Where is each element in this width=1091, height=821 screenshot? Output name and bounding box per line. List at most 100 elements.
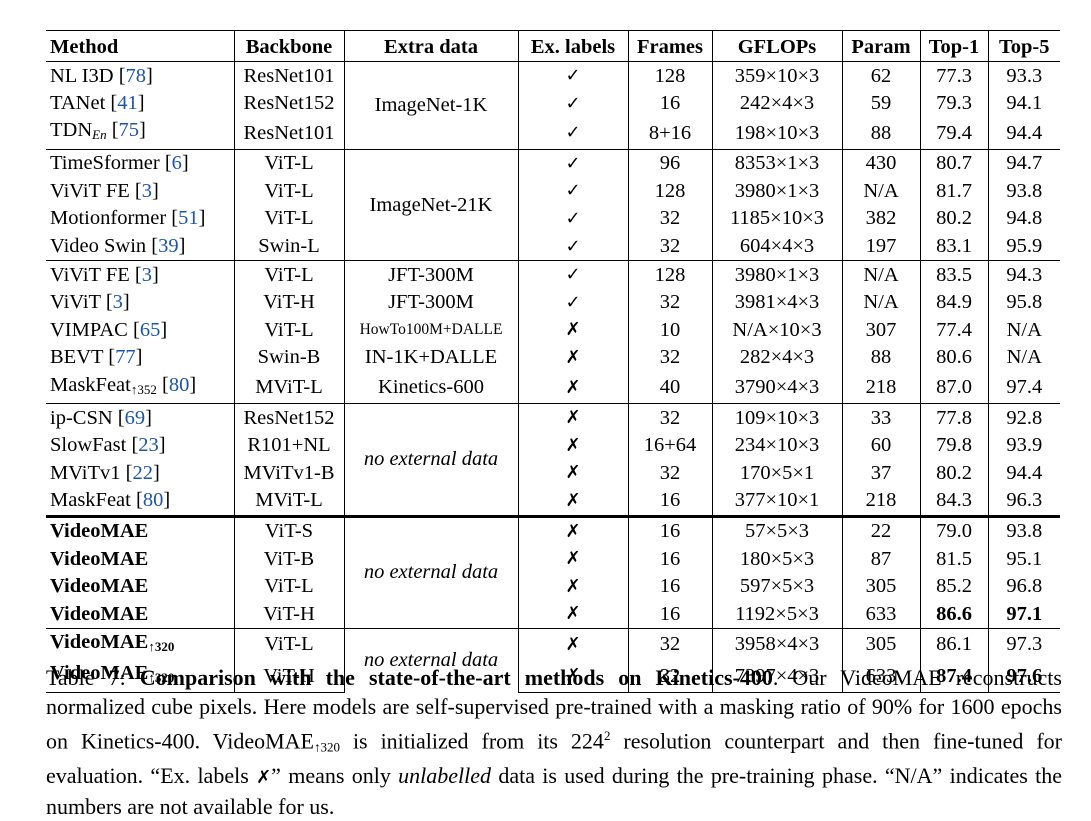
method-name: VIMPAC (50, 318, 128, 341)
method-name: VideoMAE (50, 575, 149, 598)
citation-link[interactable]: 3 (141, 263, 152, 286)
check-mark-glyph: ✓ (565, 65, 581, 86)
citation-link[interactable]: 39 (158, 235, 179, 258)
top1-cell: 79.3 (920, 89, 989, 118)
citation-link[interactable]: 22 (132, 461, 153, 484)
top5-cell: 95.9 (1006, 235, 1043, 258)
backbone-cell: Swin-B (234, 343, 345, 372)
method-name: TDN (50, 119, 93, 142)
cross-mark-icon: ✗ (518, 343, 629, 372)
frames-cell: 16 (628, 89, 713, 118)
method-name: ViViT FE (50, 263, 130, 286)
extra-data-cell: no external data (344, 514, 519, 629)
backbone-cell: Swin-L (234, 232, 345, 261)
table-row: MaskFeat [80] MViT-L ✗ 16 377×10×1 218 84.3 96.… (46, 486, 1060, 516)
backbone-cell: ViT-L (234, 204, 345, 233)
frames-cell: 16 (628, 486, 713, 516)
citation-link[interactable]: 69 (124, 406, 146, 429)
citation-link[interactable]: 3 (112, 291, 123, 314)
citation-link[interactable]: 6 (171, 152, 182, 175)
frames-cell: 128 (628, 61, 713, 90)
check-mark-glyph: ✓ (565, 235, 581, 257)
extra-data-cell: IN-1K+DALLE (344, 343, 519, 372)
top5-cell: 97.6 (988, 660, 1060, 694)
header-gflops: GFLOPs (712, 30, 843, 62)
table-row: VideoMAE ViT-B ✗ 16 180×5×3 87 81.5 95.1 (46, 545, 1060, 573)
method-name: NL I3D (50, 64, 114, 87)
param-cell: 305 (842, 627, 921, 661)
method-name: Motionformer (50, 207, 167, 230)
backbone-cell: ResNet101 (234, 61, 345, 90)
frames-cell: 128 (628, 260, 713, 289)
extra-data-cell: ImageNet-1K (344, 61, 519, 150)
citation-link[interactable]: 78 (125, 64, 147, 87)
method-cell: TANet [41] (46, 89, 235, 118)
top5-cell: 95.1 (1006, 547, 1043, 570)
top1-cell: 85.2 (920, 572, 989, 601)
param-cell: 430 (842, 148, 921, 178)
header-frames: Frames (628, 30, 713, 62)
extra-data-cell: ImageNet-21K (344, 148, 519, 261)
method-cell: VideoMAE↑320 (46, 627, 235, 661)
method-cell: TDNEn [75] (46, 117, 235, 150)
frames-cell: 32 (628, 627, 713, 661)
gflops-cell: N/A×10×3 (712, 316, 843, 344)
method-name: MaskFeat (50, 373, 131, 396)
caption-text-2: is initialized from its 224 (340, 727, 604, 753)
method-name: BEVT (50, 346, 104, 369)
caption-text-1: . Our VideoMAE reconstructs normalized c… (46, 665, 1062, 753)
citation-link[interactable]: 75 (118, 119, 140, 142)
cross-mark-glyph: ✗ (565, 548, 581, 570)
table-row: TANet [41] ResNet152 ✓ 16 242×4×3 59 79.3 94.1 (46, 89, 1060, 118)
table-row: VideoMAE↑320 ViT-L no external data ✗ 32 3958… (46, 627, 1060, 693)
frames-cell: 32 (628, 660, 713, 694)
method-cell: ViViT FE [3] (46, 177, 235, 205)
frames-cell: 32 (628, 232, 713, 261)
frames-cell: 96 (628, 148, 713, 178)
header-method: Method (46, 30, 235, 62)
method-cell: MaskFeat↑352 [80] (46, 371, 235, 404)
citation-link[interactable]: 51 (178, 207, 199, 230)
gflops-cell: 234×10×3 (712, 431, 843, 460)
cross-mark-glyph: ✗ (565, 489, 581, 511)
table-row: MViTv1 [22] MViTv1-B ✗ 32 170×5×1 37 80.2 94.4 (46, 459, 1060, 487)
param-cell: 87 (842, 545, 921, 573)
param-cell: 62 (842, 61, 921, 90)
cross-mark-glyph: ✗ (565, 575, 581, 597)
method-subscript: En (92, 127, 107, 143)
top1-cell: 77.8 (920, 403, 989, 432)
citation-link[interactable]: 41 (117, 92, 138, 115)
results-table-container: Method Backbone Extra data Ex. labels Fr… (46, 30, 1060, 694)
header-ex-labels: Ex. labels (518, 30, 629, 62)
citation-link[interactable]: 3 (141, 179, 152, 202)
table-body: NL I3D [78] ResNet101 ImageNet-1K ✓ 128 359×1… (46, 61, 1060, 694)
method-cell: VIMPAC [65] (46, 316, 235, 344)
table-header-row: Method Backbone Extra data Ex. labels Fr… (46, 30, 1060, 62)
top5-cell: 94.8 (1006, 207, 1043, 230)
param-cell: 22 (842, 514, 921, 546)
backbone-cell: ViT-L (234, 627, 345, 661)
gflops-cell: 359×10×3 (712, 61, 843, 90)
citation-link[interactable]: 80 (142, 489, 164, 512)
check-mark-glyph: ✓ (565, 207, 581, 229)
param-cell: 218 (842, 486, 921, 516)
citation-link[interactable]: 23 (138, 434, 159, 457)
top5-cell: 94.7 (988, 148, 1060, 178)
check-mark-glyph: ✓ (565, 291, 581, 313)
backbone-cell: ResNet101 (234, 117, 345, 150)
backbone-cell: ViT-L (234, 177, 345, 205)
frames-cell: 16+64 (628, 431, 713, 460)
top5-cell: 93.9 (1006, 434, 1043, 457)
citation-link[interactable]: 80 (168, 373, 190, 396)
citation-link[interactable]: 77 (115, 346, 136, 369)
method-subscript: ↑320 (148, 670, 175, 686)
param-cell: 218 (842, 371, 921, 404)
top1-cell: 77.4 (920, 316, 989, 344)
gflops-cell: 3958×4×3 (712, 627, 843, 661)
top1-cell: 86.6 (920, 600, 989, 629)
cross-mark-glyph: ✗ (565, 407, 581, 429)
top1-cell: 79.4 (920, 117, 989, 150)
method-cell: Video Swin [39] (46, 232, 235, 261)
citation-link[interactable]: 65 (139, 318, 161, 341)
frames-cell: 128 (628, 177, 713, 205)
